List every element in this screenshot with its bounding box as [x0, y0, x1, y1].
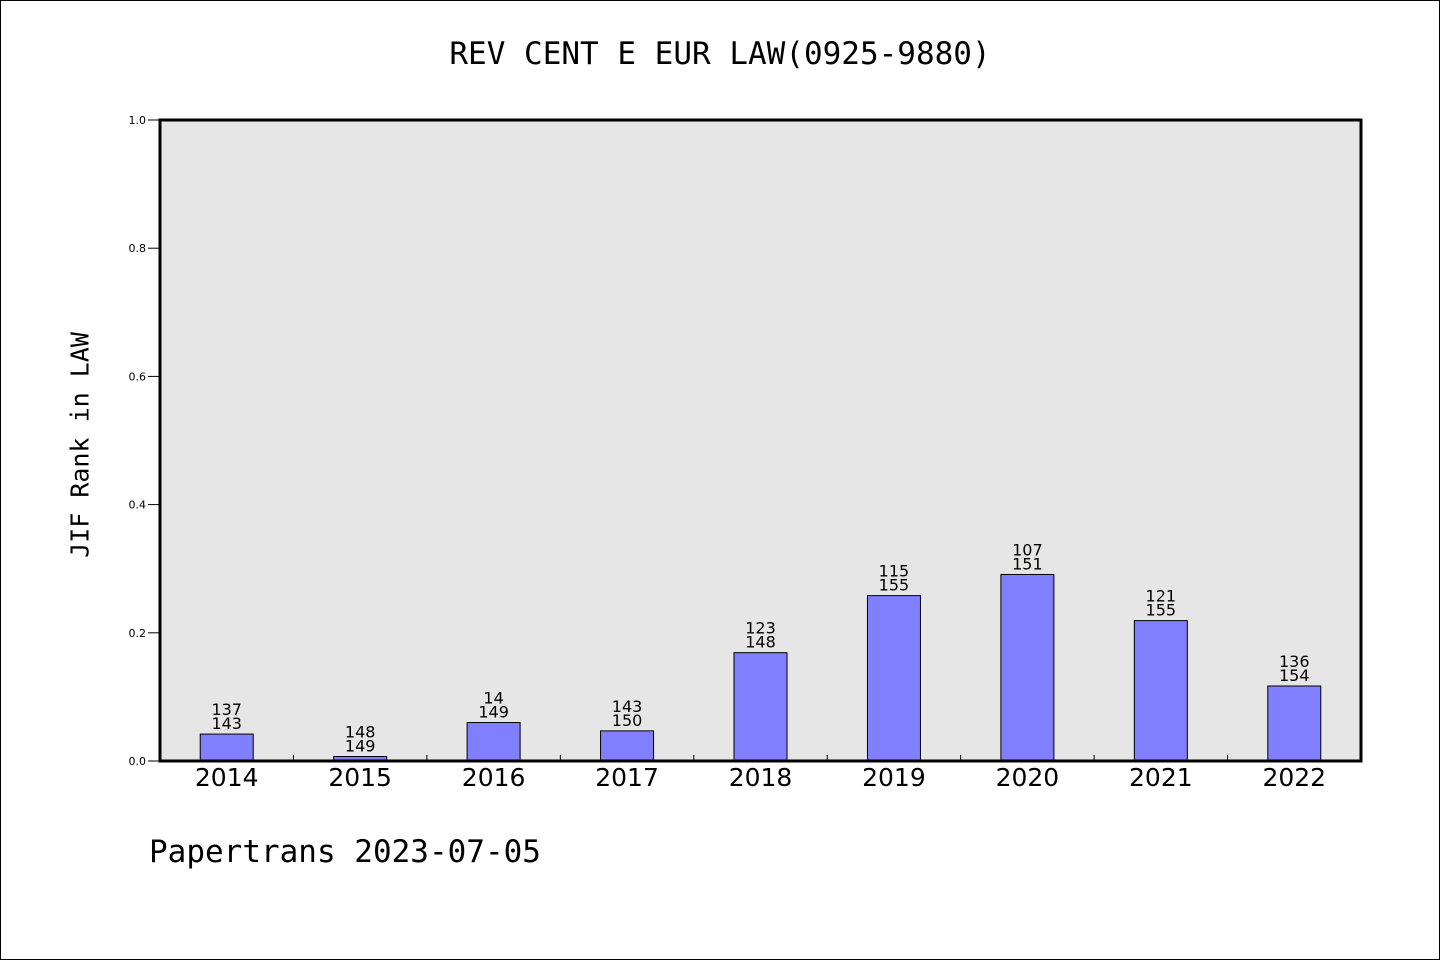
bar-total-label: 149	[345, 737, 376, 756]
bar-2014	[199, 733, 254, 762]
bar-2021	[1133, 620, 1188, 762]
bar-rank-label: 143	[612, 697, 643, 716]
bar-total-label: 154	[1279, 666, 1310, 685]
bar-total-label: 151	[1012, 554, 1043, 573]
bar-rank-label: 148	[345, 723, 376, 742]
bar-rank-label: 115	[879, 562, 910, 581]
y-tick-label: 0.8	[129, 242, 147, 255]
bar-2020	[1000, 573, 1055, 762]
bar-total-label: 155	[879, 576, 910, 595]
y-ticks-group: 0.0 0.2 0.4 0.6 0.8 1.0	[129, 114, 160, 768]
bar-total-label: 143	[211, 714, 242, 733]
bar-2017	[600, 730, 655, 762]
bar-rank-label: 137	[211, 700, 242, 719]
y-tick-label: 0.4	[129, 499, 147, 512]
bar-rank-label: 136	[1279, 652, 1310, 671]
bar-rank-label: 121	[1146, 587, 1177, 606]
x-tick-label: 2022	[1262, 763, 1326, 792]
bar-rank-label: 123	[745, 619, 776, 638]
bar-total-label: 149	[478, 703, 509, 722]
x-tick-label: 2021	[1129, 763, 1193, 792]
plot-border	[158, 118, 1363, 763]
bar-2019	[866, 595, 921, 762]
bar-total-label: 148	[745, 633, 776, 652]
footer-source: Papertrans 2023-07-05	[149, 834, 541, 870]
x-tick-label: 2018	[729, 763, 793, 792]
bars-group	[199, 573, 1322, 762]
y-tick-label: 1.0	[129, 114, 147, 127]
x-tick-label: 2017	[595, 763, 659, 792]
x-tick-label: 2015	[328, 763, 392, 792]
chart-title: REV CENT E EUR LAW(0925-9880)	[449, 36, 991, 72]
x-tick-label: 2014	[195, 763, 259, 792]
x-ticks-group: 2014 2015 2016 2017 2018 2019 2020 2021 2022	[195, 755, 1326, 792]
bar-2018	[733, 652, 788, 762]
y-tick-label: 0.2	[129, 627, 147, 640]
y-tick-label: 0.0	[129, 755, 147, 768]
x-tick-label: 2019	[862, 763, 926, 792]
bar-total-label: 150	[612, 711, 643, 730]
bar-2016	[466, 722, 521, 762]
y-tick-label: 0.6	[129, 370, 147, 383]
x-tick-label: 2016	[462, 763, 526, 792]
bar-rank-label: 14	[483, 689, 503, 708]
bar-rank-label: 107	[1012, 540, 1043, 559]
x-tick-label: 2020	[996, 763, 1060, 792]
bar-total-label: 155	[1146, 601, 1177, 620]
bar-2022	[1267, 685, 1322, 762]
